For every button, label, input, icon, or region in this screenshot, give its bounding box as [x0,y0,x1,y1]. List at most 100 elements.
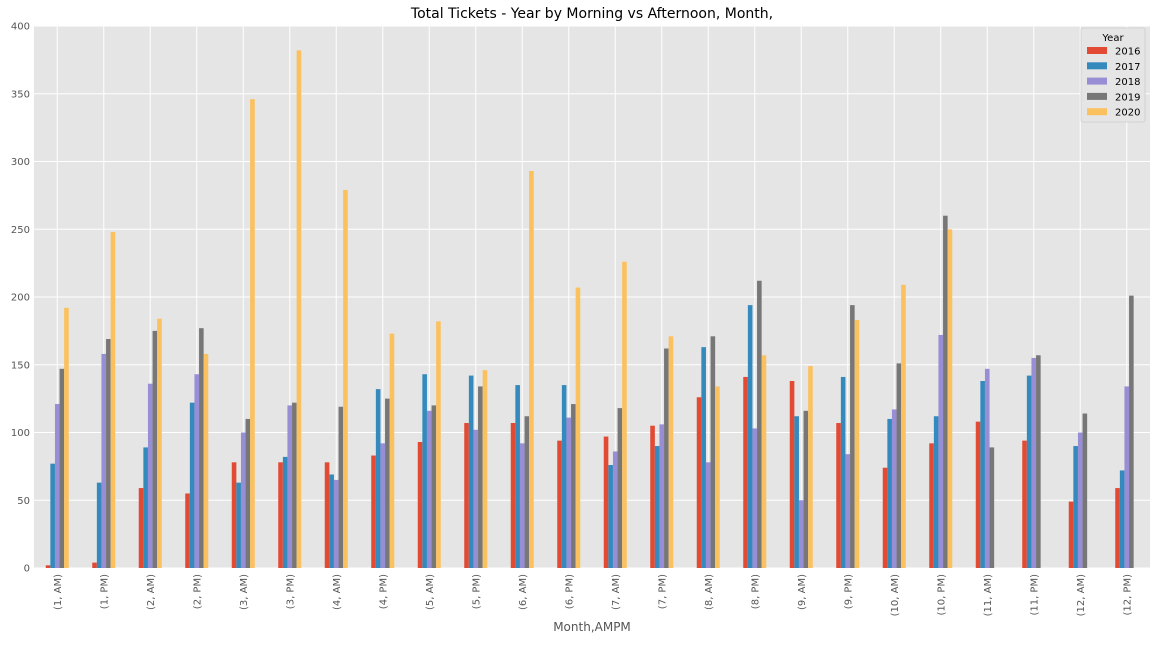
bar-2018 [752,428,758,568]
bar-2019 [478,386,483,568]
bar-2017 [840,376,846,568]
bar-2017 [96,482,102,568]
bar-2018 [380,443,386,568]
bar-2019 [59,368,65,568]
y-tick-label: 300 [11,157,30,168]
bar-2016 [929,443,934,568]
bar-2017 [375,389,381,568]
bar-2018 [426,410,432,568]
legend-swatch-2016 [1087,47,1107,54]
bar-2016 [92,562,97,568]
x-tick-label: (12, AM) [1076,574,1087,616]
bar-2017 [329,474,334,568]
bar-2016 [324,462,330,568]
bar-2019 [757,280,762,568]
bar-2019 [106,339,111,568]
bar-2020 [854,320,860,568]
x-tick-label: (2, AM) [146,574,157,610]
legend-swatch-2020 [1087,108,1107,116]
bar-2020 [668,336,674,568]
bar-2019 [338,406,344,568]
bar-2020 [715,386,720,568]
y-tick-label: 150 [11,360,30,371]
bar-2019 [803,410,809,568]
bar-2017 [143,447,148,568]
bar-2016 [371,455,376,568]
bar-2016 [836,423,841,568]
bar-2016 [138,488,144,568]
bar-2020 [575,287,581,568]
x-tick-label: (7, PM) [657,574,668,609]
bar-2019 [710,336,716,568]
x-tick-label: (9, AM) [797,574,808,610]
bar-2020 [808,366,813,568]
bar-2020 [529,170,534,569]
bar-2018 [938,334,944,568]
bar-2017 [887,418,892,568]
bar-2018 [566,417,572,568]
bar-2020 [110,231,116,568]
bar-2020 [203,353,209,568]
legend-label-2017: 2017 [1115,62,1140,73]
bar-2016 [882,467,888,568]
bar-2020 [947,229,953,568]
bar-2018 [54,404,60,568]
bar-2016 [789,381,795,568]
bar-2016 [1115,488,1120,568]
legend-label-2019: 2019 [1115,92,1140,103]
bar-2018 [473,429,479,568]
bar-2016 [417,441,423,568]
y-tick-label: 100 [11,428,30,439]
bar-2017 [747,305,753,568]
x-tick-label: (11, AM) [983,574,994,616]
bar-2020 [622,261,627,568]
y-tick-label: 250 [11,225,30,236]
x-tick-label: (3, AM) [239,574,250,610]
bar-2018 [240,432,246,568]
bar-2020 [901,284,906,568]
bar-2018 [1124,386,1130,568]
bar-2016 [557,440,562,568]
bar-2017 [1026,375,1032,568]
y-tick-label: 400 [11,22,30,33]
bar-2018 [798,500,804,568]
bar-2017 [933,416,939,568]
legend-swatch-2017 [1087,62,1107,70]
bar-2018 [891,409,897,568]
x-tick-label: (1, AM) [53,574,64,610]
bar-2017 [794,416,799,568]
bar-2018 [194,374,200,568]
bar-2017 [701,347,706,568]
bar-2016 [696,397,702,568]
bar-2016 [650,425,655,568]
bar-2017 [422,374,427,568]
bar-2016 [278,462,283,568]
bar-2020 [482,370,488,568]
x-tick-label: (7, AM) [611,574,622,610]
bar-2017 [50,463,55,568]
bar-2018 [845,454,851,568]
bar-2019 [943,215,948,568]
x-tick-label: (12, PM) [1122,574,1133,616]
legend-label-2018: 2018 [1115,77,1140,88]
y-tick-label: 0 [24,564,30,575]
x-tick-label: (5, PM) [471,574,482,609]
bar-2019 [850,305,855,568]
x-tick-label: (11, PM) [1029,574,1040,616]
bar-2017 [654,446,660,568]
bar-2019 [524,416,530,568]
bar-2016 [231,462,237,568]
bar-2020 [64,307,69,568]
bar-2019 [571,404,576,568]
x-tick-label: (1, PM) [99,574,110,609]
bar-2018 [287,405,293,568]
legend-swatch-2019 [1087,92,1107,100]
bar-2017 [189,402,195,568]
bar-2016 [464,423,469,568]
bar-2019 [1129,295,1134,568]
bar-2017 [1073,446,1078,568]
bar-2017 [282,456,288,568]
bar-2019 [431,405,437,568]
y-axis-ticks: 0 50 100 150 200 250 300 350 400 [11,22,30,575]
